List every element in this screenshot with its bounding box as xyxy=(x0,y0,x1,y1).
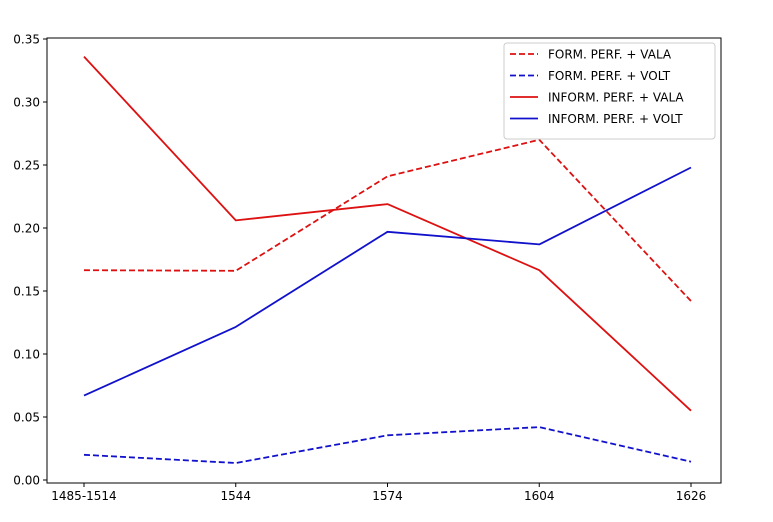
series-line-form-perf-vala xyxy=(83,138,692,302)
plot-lines xyxy=(83,55,692,464)
legend: FORM. PERF. + VALA FORM. PERF. + VOLT INFO… xyxy=(503,42,716,140)
y-tick-label: 0.25 xyxy=(13,159,40,173)
x-tick-label: 1574 xyxy=(372,489,403,503)
y-tick-label: 0.15 xyxy=(13,285,40,299)
series-line-inform-perf-volt xyxy=(83,166,692,397)
x-tick-label: 1544 xyxy=(220,489,251,503)
series-line-form-perf-volt xyxy=(83,426,692,464)
y-axis: 0.00 0.05 0.10 0.15 0.20 0.25 0.30 0.35 xyxy=(13,33,47,488)
y-tick-label: 0.35 xyxy=(13,33,40,47)
x-tick-label: 1485-1514 xyxy=(51,489,116,503)
x-tick-label: 1604 xyxy=(524,489,555,503)
y-tick-label: 0.20 xyxy=(13,222,40,236)
legend-box xyxy=(503,42,716,140)
y-tick-label: 0.30 xyxy=(13,96,40,110)
legend-label: INFORM. PERF. + VOLT xyxy=(548,112,683,126)
x-axis: 1485-1514 1544 1574 1604 1626 xyxy=(51,483,706,503)
y-tick-label: 0.10 xyxy=(13,348,40,362)
plot-frame xyxy=(46,37,722,484)
x-tick-label: 1626 xyxy=(676,489,707,503)
y-tick-label: 0.05 xyxy=(13,411,40,425)
series-line-inform-perf-vala xyxy=(83,55,692,412)
y-tick-label: 0.00 xyxy=(13,474,40,488)
legend-label: INFORM. PERF. + VALA xyxy=(548,91,684,105)
legend-label: FORM. PERF. + VALA xyxy=(548,48,672,62)
legend-label: FORM. PERF. + VOLT xyxy=(548,69,671,83)
